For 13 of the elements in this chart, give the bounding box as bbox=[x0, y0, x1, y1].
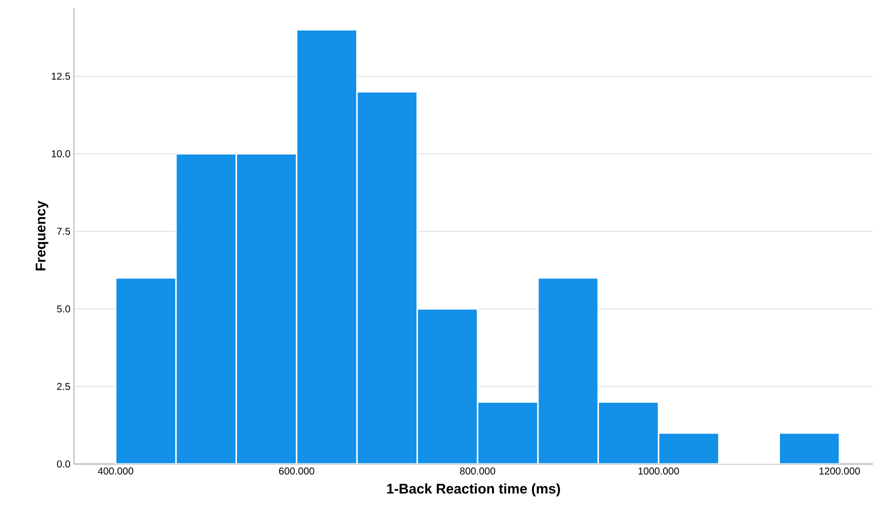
y-axis-title: Frequency bbox=[36, 200, 48, 270]
y-tick-label: 10.0 bbox=[52, 150, 70, 158]
y-tick-label: 12.5 bbox=[52, 72, 70, 80]
x-tick-label: 1000.000 bbox=[638, 468, 679, 475]
x-axis-title: 1-Back Reaction time (ms) bbox=[387, 483, 560, 496]
x-tick-label: 400.000 bbox=[98, 468, 134, 475]
y-tick-label: 5.0 bbox=[57, 305, 70, 312]
x-tick-label: 1200.000 bbox=[820, 468, 860, 475]
x-tick-label: 600.000 bbox=[279, 468, 314, 475]
y-tick-label: 7.5 bbox=[57, 228, 70, 235]
y-tick-label: 2.5 bbox=[57, 382, 70, 390]
x-tick-label: 800.000 bbox=[460, 468, 496, 475]
y-tick-label: 0.0 bbox=[57, 460, 70, 468]
